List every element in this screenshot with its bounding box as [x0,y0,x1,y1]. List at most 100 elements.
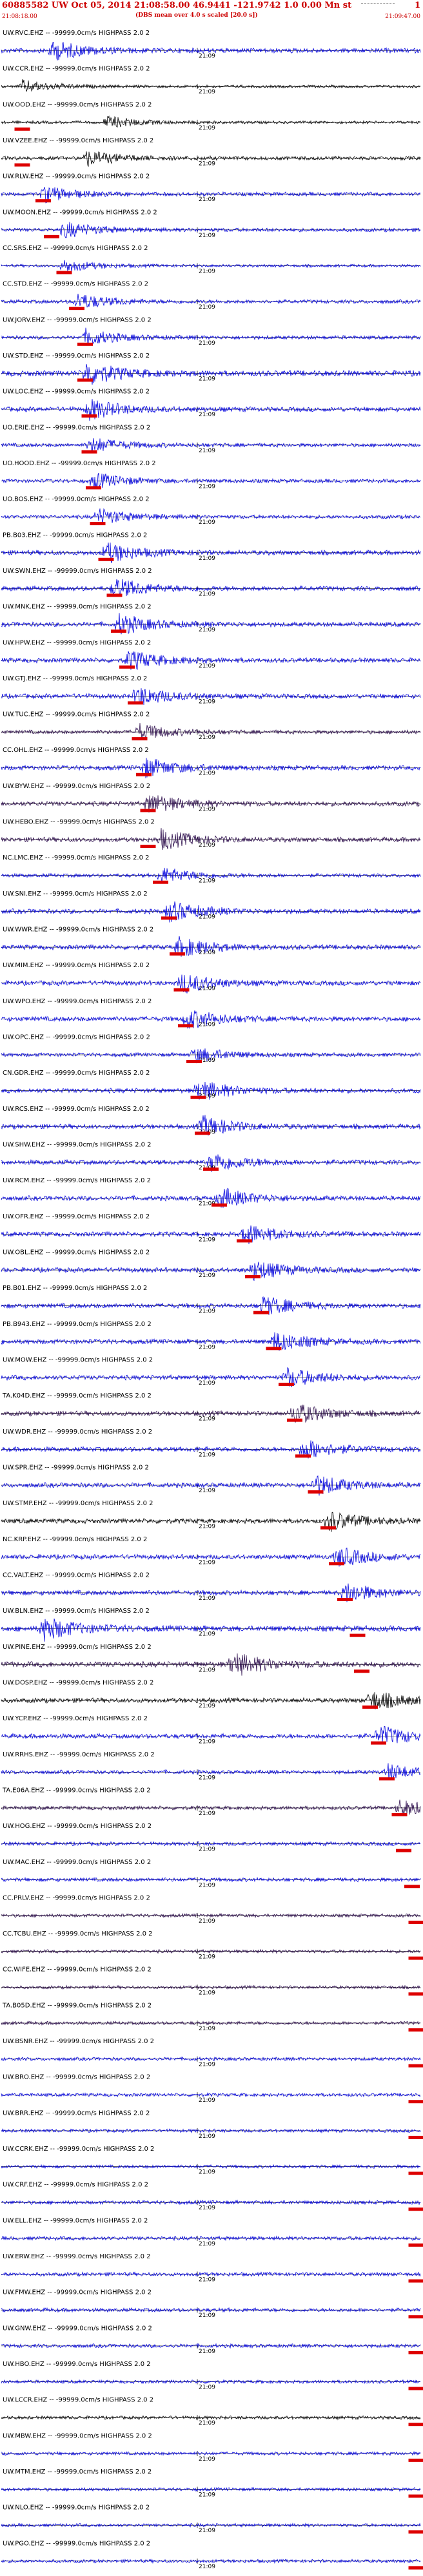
trace-label: UW.WPO.EHZ -- -99999.0cm/s HIGHPASS 2.0 … [3,998,152,1005]
pick-marker [106,593,123,597]
pick-marker [178,1024,193,1028]
trace-label: UW.OBL.EHZ -- -99999.0cm/s HIGHPASS 2.0 … [3,1249,150,1256]
trace-label: UW.CCR.EHZ -- -99999.0cm/s HIGHPASS 2.0 … [3,66,150,73]
trace-label: UW.SPR.EHZ -- -99999.0cm/s HIGHPASS 2.0 … [3,1464,149,1471]
trace-label: UW.BLN.EHZ -- -99999.0cm/s HIGHPASS 2.0 … [3,1608,150,1615]
trace-label: UW.JORV.EHZ -- -99999.0cm/s HIGHPASS 2.0… [3,316,152,323]
trace-uw-erw-ehz: UW.ERW.EHZ -- -99999.0cm/s HIGHPASS 2.0 … [1,2253,423,2283]
pick-marker [408,2171,423,2175]
waveform [1,1115,421,1136]
trace-label: UW.BRO.EHZ -- -99999.0cm/s HIGHPASS 2.0 … [3,2074,150,2081]
pick-marker [212,1203,227,1207]
pick-marker [408,2458,423,2462]
trace-uw-bro-ehz: UW.BRO.EHZ -- -99999.0cm/s HIGHPASS 2.0 … [1,2074,423,2104]
trace-uw-rcm-ehz: UW.RCM.EHZ -- -99999.0cm/s HIGHPASS 2.0 … [1,1177,421,1208]
trace-uw-hebo-ehz: UW.HEBO.EHZ -- -99999.0cm/s HIGHPASS 2.0… [1,819,421,851]
time-mark-label: 21:09 [199,2097,215,2104]
waveform [1,1262,421,1282]
waveform [1,151,421,168]
waveform [1,2199,421,2206]
trace-cc-wife-ehz: CC.WIFE.EHZ -- -99999.0cm/s HIGHPASS 2.0… [1,1966,423,1996]
trace-uw-opc-ehz: UW.OPC.EHZ -- -99999.0cm/s HIGHPASS 2.0 … [1,1034,421,1064]
time-mark-label: 21:09 [199,1093,215,1100]
waveform [1,1440,421,1459]
waveform [1,1048,421,1064]
pick-marker [140,809,156,812]
pick-marker [408,2387,423,2390]
trace-label: UW.WDR.EHZ -- -99999.0cm/s HIGHPASS 2.0 … [3,1428,152,1436]
pick-marker [362,1705,378,1709]
pick-marker [245,1275,261,1279]
trace-uw-dosp-ehz: UW.DOSP.EHZ -- -99999.0cm/s HIGHPASS 2.0… [1,1679,421,1709]
time-mark-label: 21:09 [199,1954,215,1961]
waveform [1,828,421,851]
trace-label: UW.STMP.EHZ -- -99999.0cm/s HIGHPASS 2.0… [3,1500,153,1507]
time-mark-label: 21:09 [199,1021,215,1028]
pick-marker [349,1633,366,1637]
pick-marker [396,1849,411,1852]
trace-uw-wdr-ehz: UW.WDR.EHZ -- -99999.0cm/s HIGHPASS 2.0 … [1,1428,421,1459]
pick-marker [266,1347,282,1350]
pick-marker [408,2423,423,2427]
waveform [1,222,421,238]
pick-marker [408,2028,423,2032]
waveform [1,867,421,884]
trace-pb-b943-ehz: PB.B943.EHZ -- -99999.0cm/s HIGHPASS 2.0… [1,1321,421,1351]
trace-uw-mac-ehz: UW.MAC.EHZ -- -99999.0cm/s HIGHPASS 2.0 … [1,1859,421,1889]
pick-marker [408,2494,423,2498]
time-mark-label: 21:09 [199,1452,215,1458]
pick-marker [408,2530,423,2534]
pick-marker [337,1597,353,1601]
trace-label: UW.TUC.EHZ -- -99999.0cm/s HIGHPASS 2.0 … [3,711,150,718]
trace-label: UW.SNI.EHZ -- -99999.0cm/s HIGHPASS 2.0 … [3,890,148,898]
trace-uw-stmp-ehz: UW.STMP.EHZ -- -99999.0cm/s HIGHPASS 2.0… [1,1500,421,1532]
waveform [1,2486,421,2492]
seismogram-stack: UW.RVC.EHZ -- -99999.0cm/s HIGHPASS 2.0 … [1,30,423,2570]
pick-marker [14,127,30,131]
trace-nc-lmc-ehz: NC.LMC.EHZ -- -99999.0cm/s HIGHPASS 2.0 … [1,854,421,885]
trace-label: UW.CRF.EHZ -- -99999.0cm/s HIGHPASS 2.0 … [3,2182,148,2189]
time-mark-label: 21:09 [199,2026,215,2032]
trace-label: UW.MNK.EHZ -- -99999.0cm/s HIGHPASS 2.0 … [3,604,152,611]
trace-label: UW.OPC.EHZ -- -99999.0cm/s HIGHPASS 2.0 … [3,1034,150,1041]
time-mark-label: 21:09 [199,304,215,311]
trace-label: UW.PGO.EHZ -- -99999.0cm/s HIGHPASS 2.0 … [3,2540,150,2547]
trace-uw-pgo-ehz: UW.PGO.EHZ -- -99999.0cm/s HIGHPASS 2.0 … [1,2540,423,2570]
trace-uw-brr-ehz: UW.BRR.EHZ -- -99999.0cm/s HIGHPASS 2.0 … [1,2110,423,2140]
trace-uw-lccr-ehz: UW.LCCR.EHZ -- -99999.0cm/s HIGHPASS 2.0… [1,2397,423,2427]
time-mark-label: 21:09 [199,2420,215,2427]
time-mark-label: 21:09 [199,1811,215,1817]
waveform [1,1985,421,1990]
waveform [1,438,421,454]
pick-marker [77,342,93,346]
trace-ta-k04d-ehz: TA.K04D.EHZ -- -99999.0cm/s HIGHPASS 2.0… [1,1392,421,1423]
waveform [1,1154,421,1172]
pick-marker [86,486,101,490]
trace-label: UW.OFR.EHZ -- -99999.0cm/s HIGHPASS 2.0 … [3,1213,150,1220]
time-mark-label: 21:09 [199,878,215,885]
plot-header: 60885582 UW Oct 05, 2014 21:08:58.00 46.… [0,0,423,28]
time-mark-label: 21:09 [199,1774,215,1781]
trace-uw-rvc-ehz: UW.RVC.EHZ -- -99999.0cm/s HIGHPASS 2.0 … [1,30,421,61]
time-mark-label: 21:09 [199,2456,215,2463]
trace-uw-mbw-ehz: UW.MBW.EHZ -- -99999.0cm/s HIGHPASS 2.0 … [1,2432,423,2463]
trace-label: UW.OOD.EHZ -- -99999.0cm/s HIGHPASS 2.0 … [3,101,152,108]
time-mark-label: 21:09 [199,160,215,167]
trace-uw-gnw-ehz: UW.GNW.EHZ -- -99999.0cm/s HIGHPASS 2.0 … [1,2325,423,2355]
trace-label: UW.WWR.EHZ -- -99999.0cm/s HIGHPASS 2.0 … [3,927,153,934]
waveform [1,42,421,61]
trace-label: TA.K04D.EHZ -- -99999.0cm/s HIGHPASS 2.0… [2,1392,152,1399]
time-mark-label: 21:09 [199,627,215,633]
waveform [1,613,421,635]
trace-uw-wwr-ehz: UW.WWR.EHZ -- -99999.0cm/s HIGHPASS 2.0 … [1,927,421,957]
time-mark-label: 21:09 [199,1882,215,1889]
trace-label: CC.PRLV.EHZ -- -99999.0cm/s HIGHPASS 2.0… [3,1894,150,1901]
time-mark-label: 21:09 [199,2277,215,2283]
pick-marker [279,1383,294,1387]
waveform [1,2235,421,2242]
time-mark-label: 21:09 [199,1990,215,1996]
trace-label: UW.MIM.EHZ -- -99999.0cm/s HIGHPASS 2.0 … [3,962,150,969]
trace-uw-bln-ehz: UW.BLN.EHZ -- -99999.0cm/s HIGHPASS 2.0 … [1,1608,421,1642]
trace-label: UW.MAC.EHZ -- -99999.0cm/s HIGHPASS 2.0 … [3,1859,151,1866]
pick-marker [203,1168,219,1171]
